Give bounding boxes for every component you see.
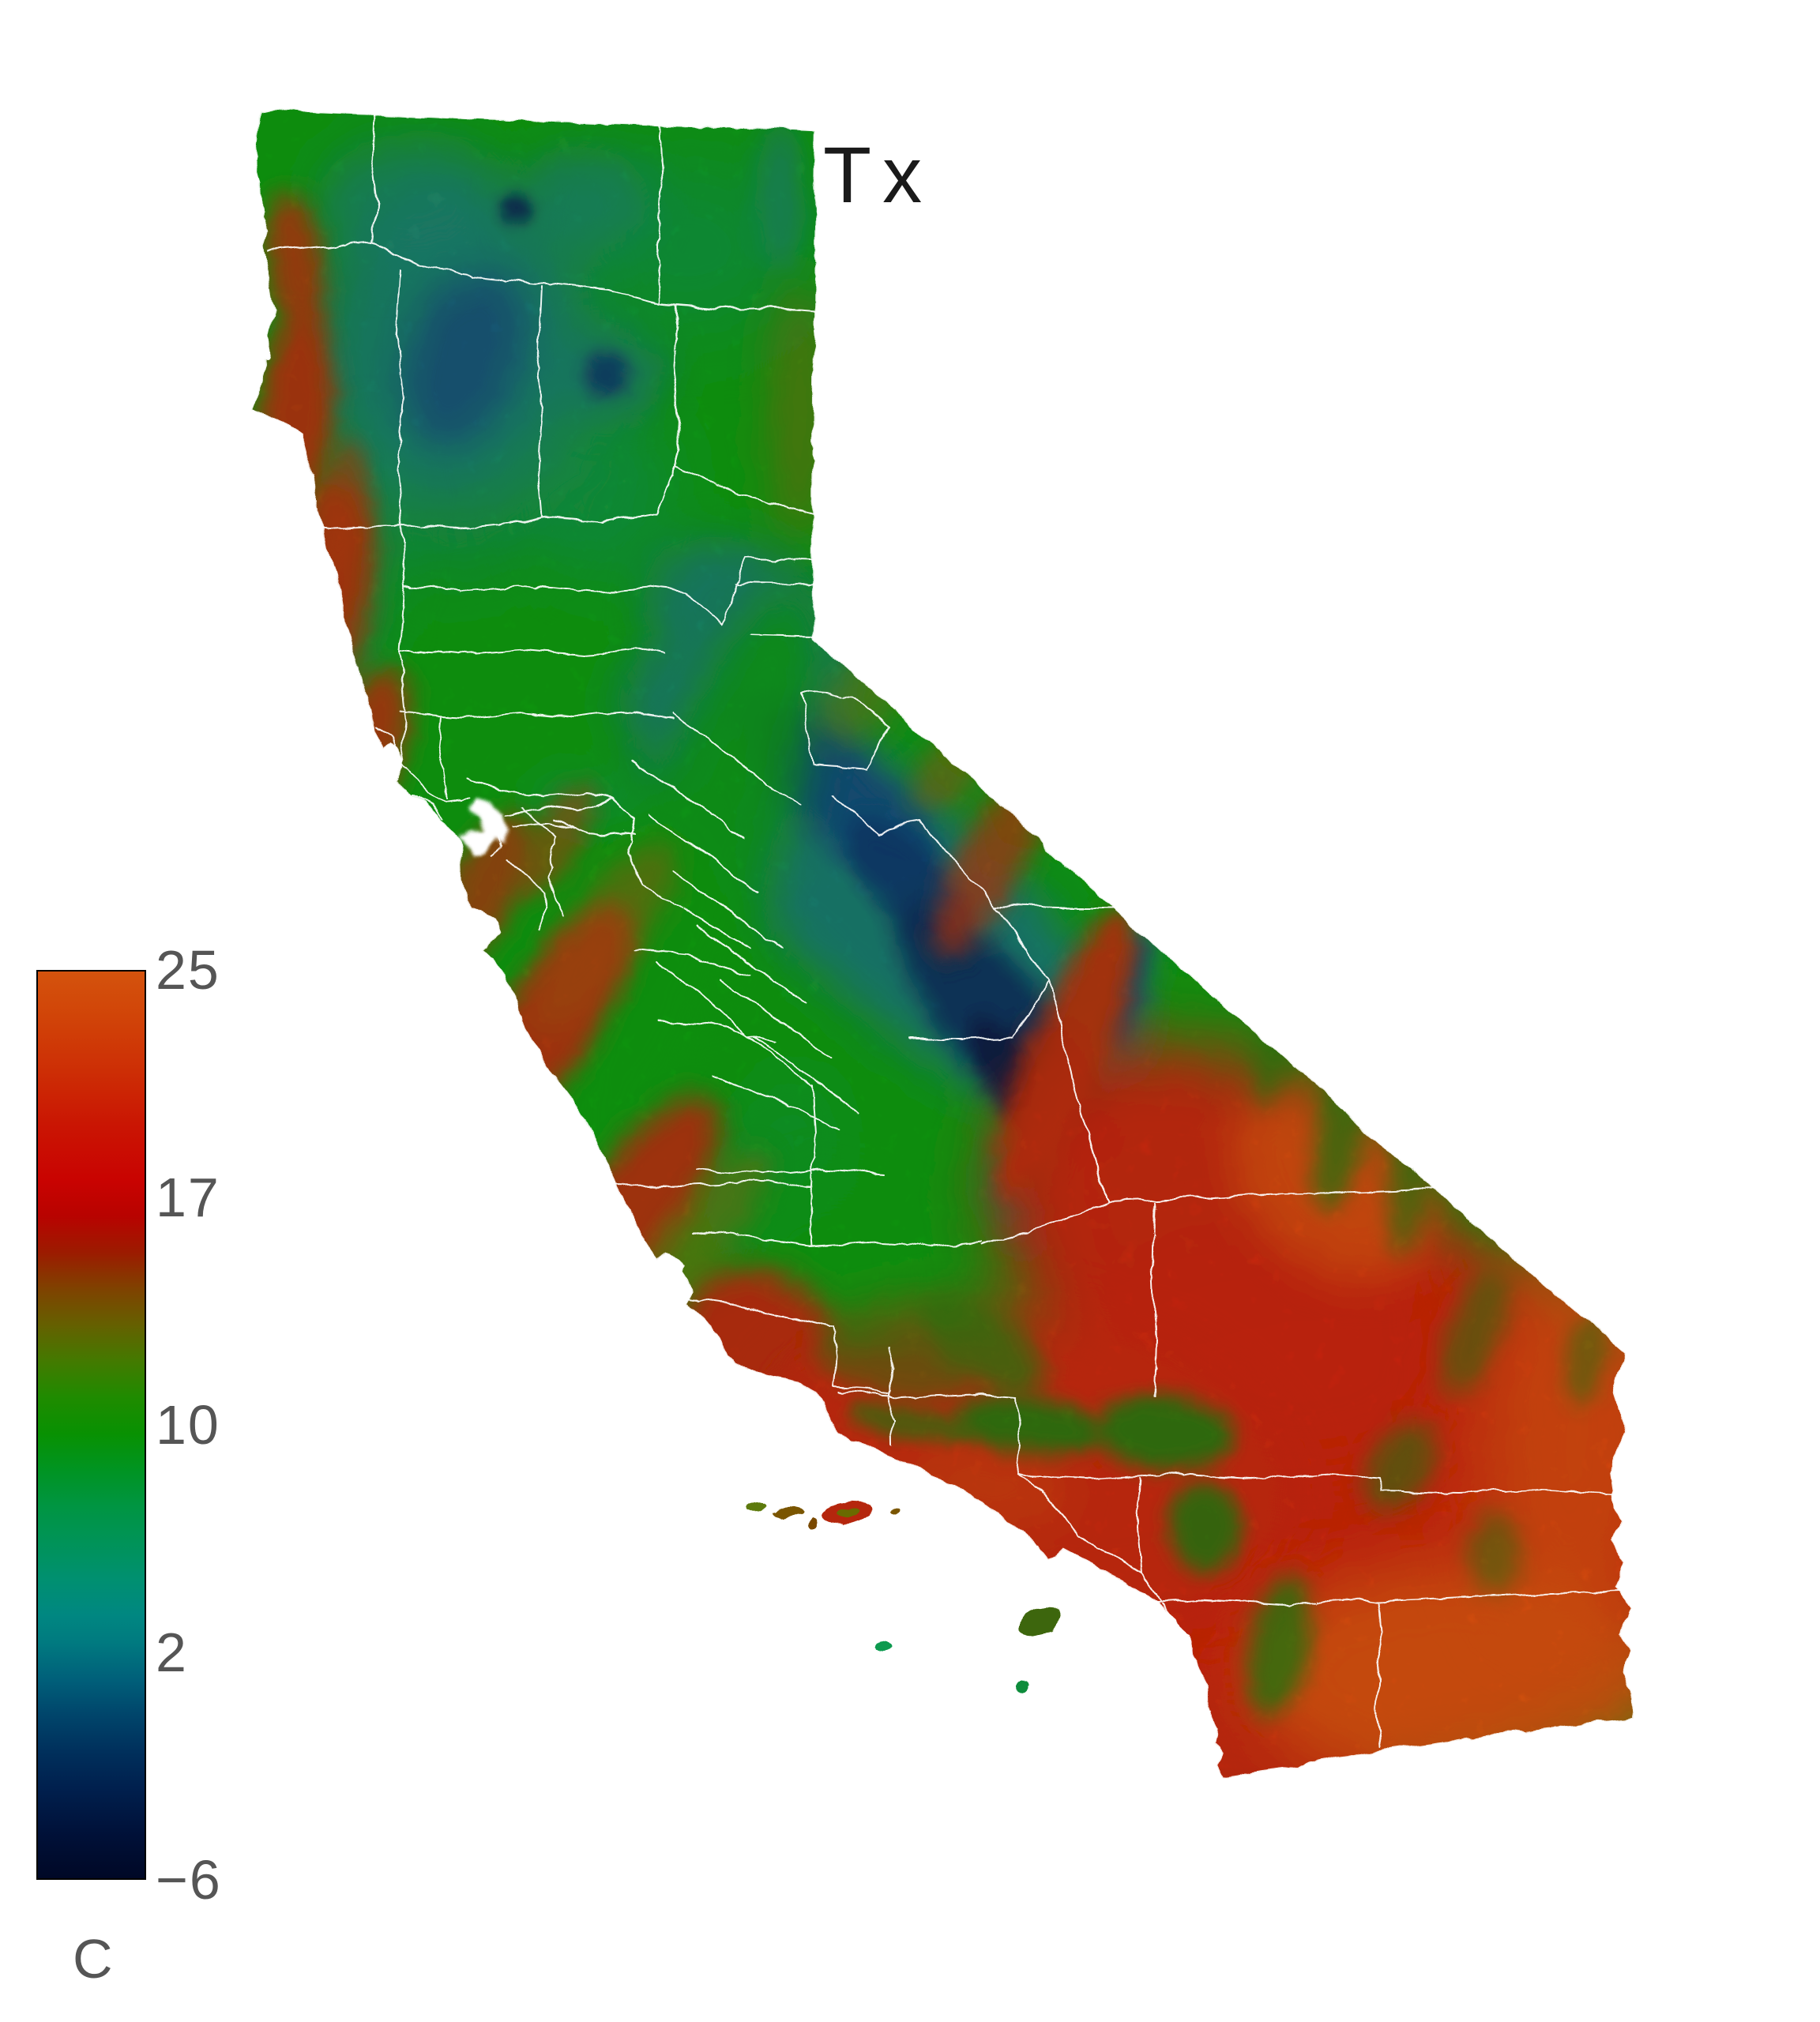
plot-title: Tx: [823, 131, 934, 220]
island: [873, 1640, 890, 1651]
terrain-noise-overlay: [250, 108, 1630, 1776]
island: [1016, 1604, 1059, 1634]
island: [836, 1505, 858, 1515]
island: [886, 1509, 899, 1513]
island: [807, 1514, 814, 1527]
colorbar-tick-2: 2: [156, 1622, 188, 1683]
island: [743, 1499, 765, 1510]
map-raster-group: [248, 107, 1632, 1778]
colorbar: [36, 970, 146, 1880]
colorbar-tick-25: 25: [156, 939, 220, 1001]
colorbar-tick-17: 17: [156, 1167, 220, 1228]
colorbar-tick-neg6: −6: [156, 1849, 222, 1911]
colorbar-unit-label: C: [73, 1928, 113, 1990]
state-outline: [248, 107, 1632, 1778]
colorbar-tick-10: 10: [156, 1394, 220, 1456]
channel-islands: [743, 1499, 1059, 1691]
island: [1013, 1678, 1025, 1691]
island: [773, 1505, 803, 1516]
county-boundaries: [266, 110, 1617, 1746]
